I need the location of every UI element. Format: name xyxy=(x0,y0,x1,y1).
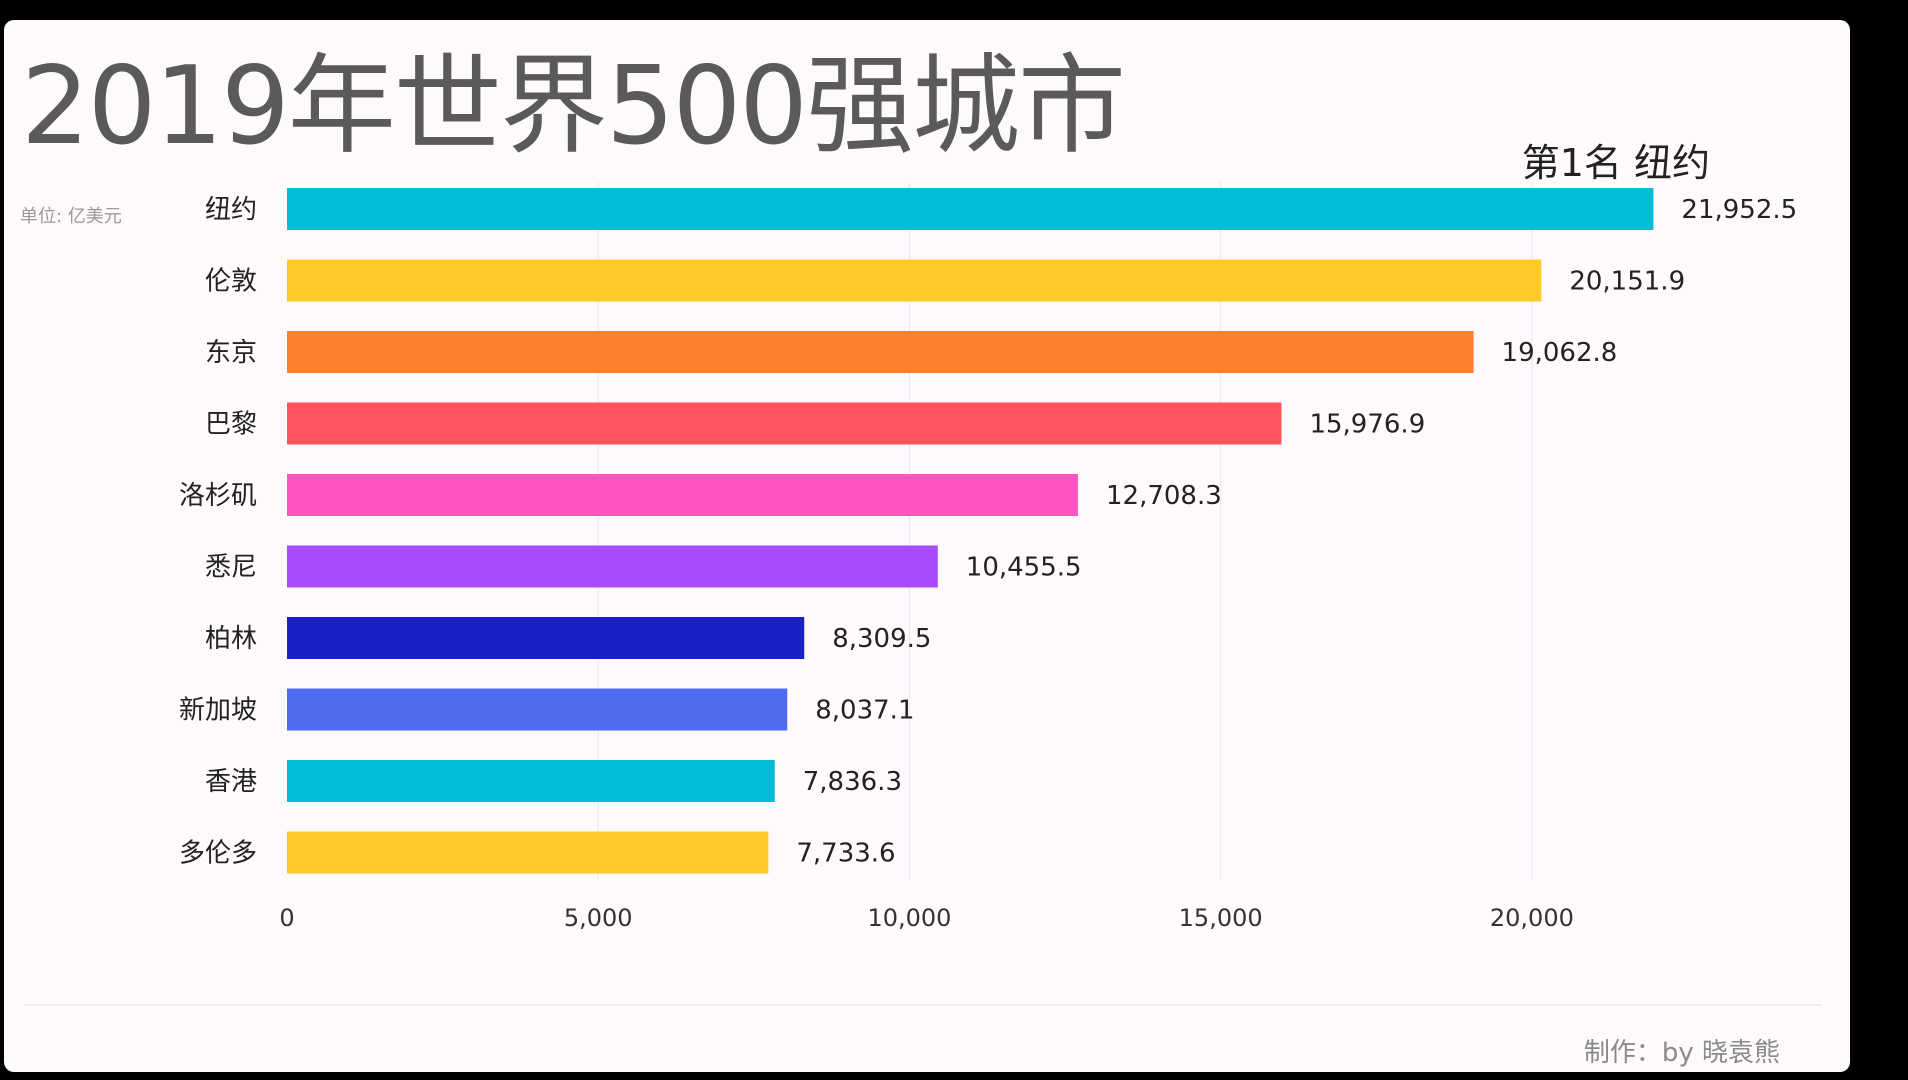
value-label: 7,836.3 xyxy=(803,767,902,797)
value-label: 10,455.5 xyxy=(966,553,1082,583)
credit-label: 制作：by 晓袁熊 xyxy=(1583,1038,1780,1068)
unit-label: 单位: 亿美元 xyxy=(20,206,122,227)
bottom-divider xyxy=(24,1004,1822,1006)
chart-title: 2019年世界500强城市 xyxy=(21,44,1126,169)
category-label: 新加坡 xyxy=(179,696,257,726)
bar xyxy=(287,688,788,731)
bar xyxy=(287,188,1654,230)
category-label: 纽约 xyxy=(205,195,257,225)
category-label: 洛杉矶 xyxy=(179,481,257,511)
bar xyxy=(287,402,1282,445)
category-label: 多伦多 xyxy=(179,839,257,869)
value-label: 8,309.5 xyxy=(832,624,931,654)
category-label: 柏林 xyxy=(205,624,257,654)
value-label: 12,708.3 xyxy=(1106,481,1222,511)
rank-label: 第1名 纽约 xyxy=(1521,141,1710,185)
bar xyxy=(287,831,769,874)
x-tick-label: 10,000 xyxy=(867,904,951,932)
category-label: 香港 xyxy=(205,767,257,797)
value-label: 8,037.1 xyxy=(815,696,914,726)
x-tick-label: 5,000 xyxy=(564,904,633,932)
value-label: 20,151.9 xyxy=(1569,267,1685,297)
bar xyxy=(287,331,1474,373)
bar xyxy=(287,545,938,588)
x-tick-label: 15,000 xyxy=(1179,904,1263,932)
category-label: 悉尼 xyxy=(205,553,257,583)
value-label: 7,733.6 xyxy=(796,839,895,869)
bar xyxy=(287,474,1079,516)
category-label: 东京 xyxy=(205,338,257,368)
bar xyxy=(287,259,1542,302)
value-label: 21,952.5 xyxy=(1681,195,1797,225)
value-label: 15,976.9 xyxy=(1309,410,1425,440)
value-label: 19,062.8 xyxy=(1502,338,1618,368)
x-tick-label: 0 xyxy=(279,904,294,932)
bar xyxy=(287,617,805,659)
category-label: 伦敦 xyxy=(205,267,257,297)
category-label: 巴黎 xyxy=(205,410,257,440)
bar xyxy=(287,760,775,802)
x-tick-label: 20,000 xyxy=(1490,904,1574,932)
